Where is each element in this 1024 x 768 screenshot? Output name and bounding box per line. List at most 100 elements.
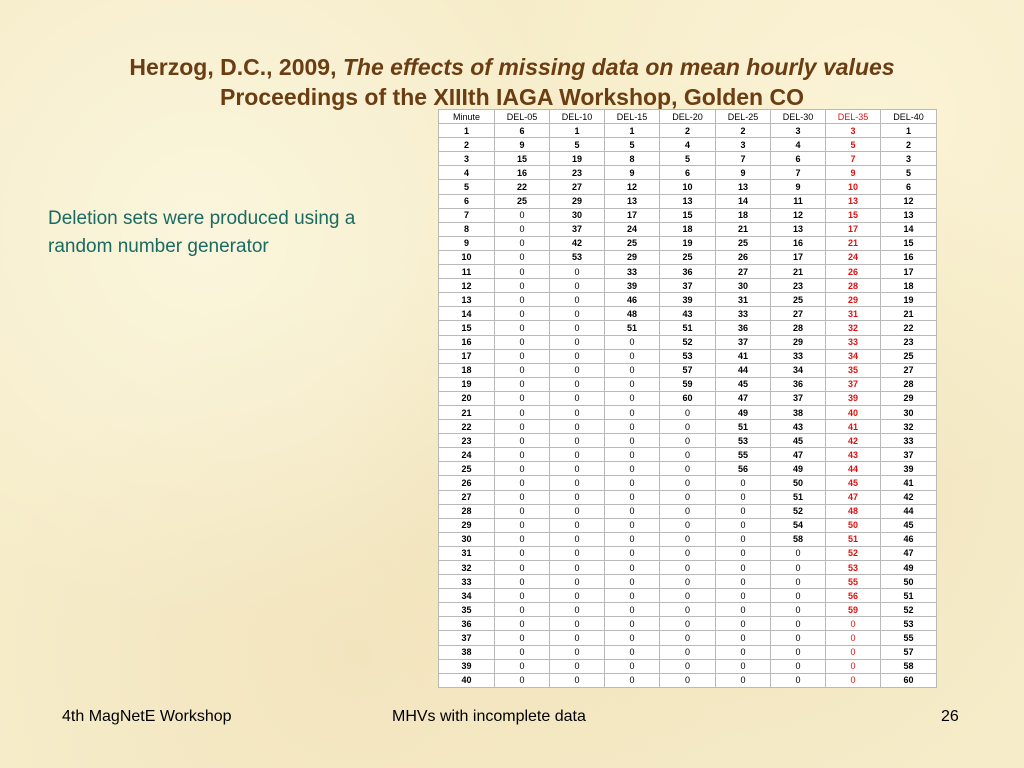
title-paper-name: The effects of missing data on mean hour… — [342, 54, 895, 80]
table-row: 17 0 0 0 53 41 33 34 25 — [438, 348, 937, 364]
table-cell: 55 — [880, 630, 937, 646]
table-cell: 15 — [825, 207, 881, 223]
table-cell: 0 — [494, 404, 550, 421]
table-cell: 21 — [715, 221, 771, 237]
table-cell: 0 — [604, 503, 660, 519]
table-cell: 0 — [659, 559, 716, 576]
table-cell: 51 — [659, 320, 716, 336]
table-row: 7 0 30 17 15 18 12 15 13 — [438, 207, 937, 223]
table-cell: 0 — [659, 447, 716, 463]
table-cell: 0 — [825, 616, 881, 632]
table-cell: 7 — [715, 151, 771, 167]
table-cell: 0 — [659, 545, 716, 562]
table-cell: 0 — [659, 658, 716, 674]
table-cell: 28 — [825, 278, 881, 294]
table-cell: 7 — [770, 165, 826, 181]
table-cell: 21 — [825, 235, 881, 251]
table-cell: 0 — [549, 376, 605, 392]
table-row: 22 0 0 0 0 51 43 41 32 — [438, 419, 937, 435]
minute-cell: 6 — [438, 193, 495, 209]
table-cell: 9 — [715, 165, 771, 181]
table-cell: 49 — [715, 404, 771, 421]
table-row: 6 25 29 13 13 14 11 13 12 — [438, 193, 937, 209]
minute-cell: 32 — [438, 559, 495, 576]
table-cell: 0 — [604, 447, 660, 463]
table-cell: 47 — [880, 545, 937, 562]
table-cell: 53 — [715, 433, 771, 449]
minute-cell: 23 — [438, 433, 495, 449]
table-cell: 23 — [549, 165, 605, 181]
table-cell: 36 — [770, 376, 826, 392]
table-cell: 0 — [770, 644, 826, 660]
table-cell: 0 — [604, 362, 660, 378]
table-cell: 25 — [880, 348, 937, 364]
table-row: 11 0 0 33 36 27 21 26 17 — [438, 264, 937, 280]
table-cell: 9 — [825, 165, 881, 181]
minute-cell: 3 — [438, 151, 495, 167]
table-cell: 43 — [825, 447, 881, 463]
table-cell: 0 — [715, 517, 771, 533]
table-row: 8 0 37 24 18 21 13 17 14 — [438, 221, 937, 237]
table-cell: 24 — [604, 221, 660, 237]
table-cell: 0 — [549, 545, 605, 562]
minute-cell: 29 — [438, 517, 495, 533]
table-cell: 23 — [770, 278, 826, 294]
minute-cell: 11 — [438, 264, 495, 280]
table-cell: 0 — [549, 658, 605, 674]
table-cell: 0 — [549, 362, 605, 378]
table-row: 28 0 0 0 0 0 52 48 44 — [438, 503, 937, 519]
table-cell: 5 — [659, 151, 716, 167]
table-cell: 31 — [715, 292, 771, 308]
table-cell: 34 — [825, 348, 881, 364]
table-cell: 52 — [880, 602, 937, 618]
table-cell: 6 — [659, 165, 716, 181]
table-cell: 53 — [880, 616, 937, 632]
table-cell: 0 — [659, 630, 716, 646]
table-cell: 0 — [659, 531, 716, 547]
table-cell: 3 — [825, 123, 881, 139]
table-cell: 0 — [494, 630, 550, 646]
table-cell: 0 — [494, 235, 550, 251]
table-cell: 35 — [825, 362, 881, 378]
table-cell: 58 — [770, 531, 826, 547]
table-cell: 43 — [659, 306, 716, 322]
table-cell: 0 — [659, 517, 716, 533]
table-row: 12 0 0 39 37 30 23 28 18 — [438, 278, 937, 294]
table-row: 24 0 0 0 0 55 47 43 37 — [438, 447, 937, 463]
table-cell: 0 — [494, 588, 550, 604]
table-cell: 33 — [880, 433, 937, 449]
table-cell: 0 — [604, 419, 660, 435]
table-cell: 50 — [825, 517, 881, 533]
table-cell: 0 — [715, 672, 771, 688]
table-cell: 31 — [825, 306, 881, 322]
table-cell: 23 — [880, 334, 937, 350]
table-cell: 33 — [604, 264, 660, 280]
table-cell: 39 — [880, 461, 937, 477]
table-cell: 60 — [659, 390, 716, 406]
minute-cell: 12 — [438, 278, 495, 294]
minute-cell: 20 — [438, 390, 495, 406]
table-cell: 0 — [549, 447, 605, 463]
table-cell: 0 — [825, 630, 881, 646]
table-cell: 19 — [880, 292, 937, 308]
table-cell: 0 — [549, 559, 605, 576]
table-row: 19 0 0 0 59 45 36 37 28 — [438, 376, 937, 392]
minute-cell: 15 — [438, 320, 495, 336]
table-row: 10 0 53 29 25 26 17 24 16 — [438, 249, 937, 266]
table-cell: 11 — [770, 193, 826, 209]
table-cell: 13 — [715, 179, 771, 195]
minute-cell: 37 — [438, 630, 495, 646]
table-cell: 0 — [604, 658, 660, 674]
table-cell: 0 — [549, 574, 605, 590]
table-cell: 7 — [825, 151, 881, 167]
table-cell: 9 — [494, 137, 550, 153]
table-cell: 32 — [880, 419, 937, 435]
table-cell: 3 — [880, 151, 937, 167]
table-row: 32 0 0 0 0 0 0 53 49 — [438, 559, 937, 576]
table-cell: 57 — [880, 644, 937, 660]
table-row: 38 0 0 0 0 0 0 0 57 — [438, 644, 937, 660]
table-cell: 0 — [659, 433, 716, 449]
table-cell: 33 — [825, 334, 881, 350]
table-cell: 0 — [604, 616, 660, 632]
